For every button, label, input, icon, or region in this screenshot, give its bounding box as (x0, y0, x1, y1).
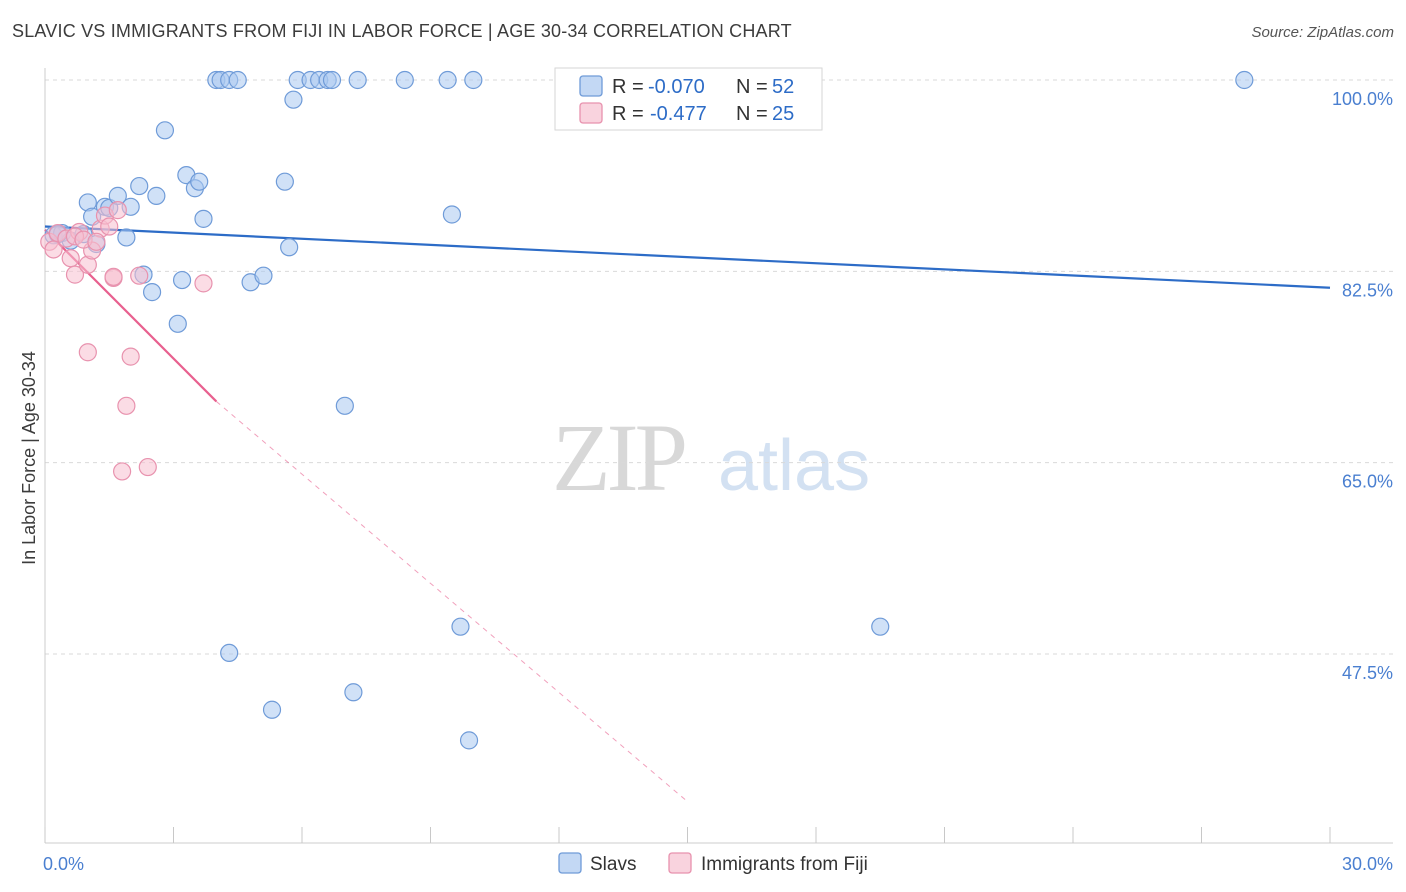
point-slavs (322, 70, 342, 90)
y-tick-label: 100.0% (1332, 89, 1393, 109)
point-slavs (190, 172, 209, 191)
point-slavs (262, 700, 282, 719)
y-tick-label: 82.5% (1342, 280, 1393, 300)
bottom-legend: Slavs Immigrants from Fiji (558, 852, 868, 875)
point-slavs (464, 70, 483, 90)
axis-layer: 100.0% 82.5% 65.0% 47.5% 0.0% 30.0% (43, 68, 1393, 874)
y-axis-title: In Labor Force | Age 30-34 (19, 351, 39, 565)
point-slavs (344, 683, 363, 702)
point-fiji (61, 249, 80, 268)
point-slavs (228, 70, 247, 90)
point-slavs (280, 238, 299, 257)
legend-n-label-fiji: N = (736, 103, 768, 125)
point-fiji (121, 347, 140, 366)
legend-box: R = -0.070 N = 52 R = -0.477 N = 25 (554, 67, 823, 131)
point-fiji (78, 343, 97, 362)
legend-r-label-fiji: R = (612, 103, 644, 125)
x-tick-label: 0.0% (43, 854, 84, 874)
point-slavs (130, 176, 149, 196)
bottom-legend-label-fiji: Immigrants from Fiji (701, 854, 868, 875)
point-fiji (194, 274, 213, 293)
legend-r-value-fiji: -0.477 (650, 103, 707, 125)
watermark-atlas: atlas (718, 426, 870, 506)
chart-source: Source: ZipAtlas.com (1251, 24, 1394, 41)
point-slavs (254, 266, 273, 285)
point-slavs (284, 90, 303, 109)
point-slavs (168, 314, 187, 333)
points-layer (40, 70, 1254, 750)
point-slavs (438, 70, 457, 90)
legend-r-value-slavs: -0.070 (648, 76, 705, 98)
legend-n-value-fiji: 25 (772, 103, 794, 125)
point-slavs (117, 228, 136, 247)
point-slavs (194, 209, 213, 228)
trend-layer (44, 225, 1331, 802)
point-fiji (65, 265, 85, 284)
point-fiji (87, 232, 106, 251)
bottom-legend-swatch-fiji (668, 852, 692, 874)
point-fiji (100, 217, 119, 236)
grid-layer (45, 79, 1393, 655)
point-fiji (117, 396, 136, 415)
legend-swatch-slavs (579, 75, 603, 97)
bottom-legend-label-slavs: Slavs (590, 854, 636, 875)
watermark-zip: ZIP (552, 404, 685, 511)
point-slavs (451, 617, 470, 636)
chart-title: SLAVIC VS IMMIGRANTS FROM FIJI IN LABOR … (12, 21, 792, 41)
point-slavs (348, 70, 367, 90)
y-tick-label: 65.0% (1342, 472, 1393, 492)
trend-line-fiji-extension (216, 401, 688, 802)
point-fiji (104, 267, 123, 286)
point-slavs (147, 186, 166, 205)
bottom-legend-swatch-slavs (558, 852, 582, 874)
point-slavs (1235, 70, 1254, 90)
point-slavs (335, 396, 354, 415)
point-slavs (395, 70, 414, 90)
point-slavs (442, 205, 462, 224)
x-tick-label: 30.0% (1342, 854, 1393, 874)
trend-line-slavs (44, 225, 1331, 289)
point-slavs (871, 617, 890, 636)
point-slavs (220, 643, 239, 663)
point-fiji (112, 462, 132, 481)
watermark: ZIP atlas (552, 404, 870, 511)
legend-swatch-fiji (579, 102, 603, 124)
point-fiji (108, 201, 127, 220)
point-fiji (130, 266, 149, 285)
point-fiji (138, 457, 157, 477)
legend-n-value-slavs: 52 (772, 76, 794, 98)
legend-r-label-slavs: R = (612, 76, 644, 98)
point-slavs (275, 172, 294, 191)
point-slavs (155, 121, 175, 140)
point-slavs (459, 731, 479, 750)
legend-n-label-slavs: N = (736, 76, 768, 98)
y-tick-label: 47.5% (1342, 663, 1393, 683)
point-slavs (142, 283, 162, 302)
point-slavs (172, 270, 192, 290)
